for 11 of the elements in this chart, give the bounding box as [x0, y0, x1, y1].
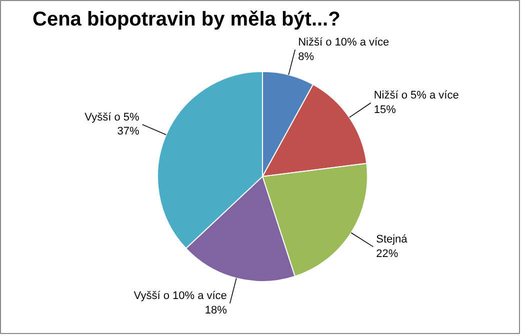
chart-title: Cena biopotravin by měla být...? [32, 8, 340, 30]
data-label: 37% [117, 126, 140, 138]
slice-label: Stejná [376, 233, 408, 246]
data-label: 22% [376, 248, 398, 260]
slice-label: Vyšší o 10% a více [134, 290, 227, 302]
slice-label: Nižší o 10% a více [298, 36, 390, 48]
data-label: 18% [204, 304, 228, 317]
data-label: 8% [298, 50, 314, 63]
data-label: 15% [374, 104, 396, 116]
slice-label: Nižší o 5% a více [374, 90, 459, 102]
slice-label: Vyšší o 5% [84, 111, 140, 124]
